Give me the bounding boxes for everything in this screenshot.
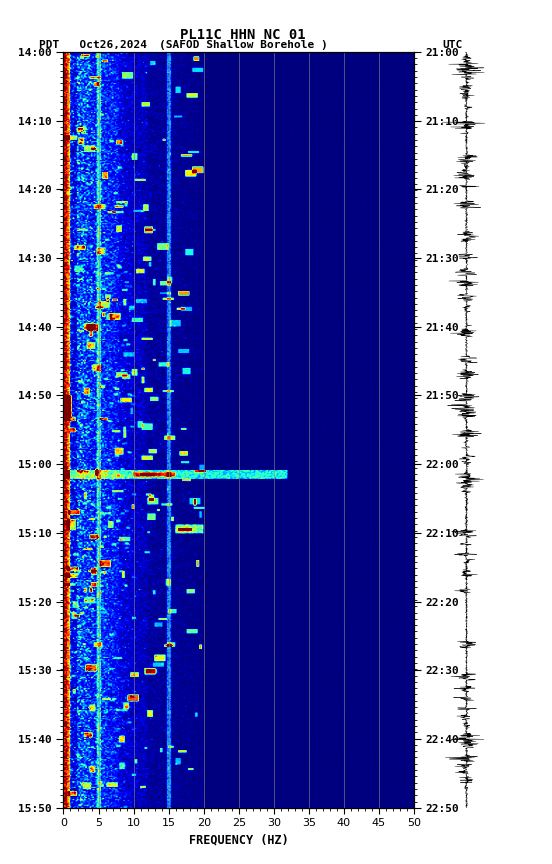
Text: PDT   Oct26,2024: PDT Oct26,2024 <box>39 40 147 50</box>
Text: PL11C HHN NC 01: PL11C HHN NC 01 <box>180 28 306 41</box>
X-axis label: FREQUENCY (HZ): FREQUENCY (HZ) <box>189 834 289 847</box>
Text: UTC: UTC <box>443 40 463 50</box>
Text: (SAFOD Shallow Borehole ): (SAFOD Shallow Borehole ) <box>158 40 327 50</box>
